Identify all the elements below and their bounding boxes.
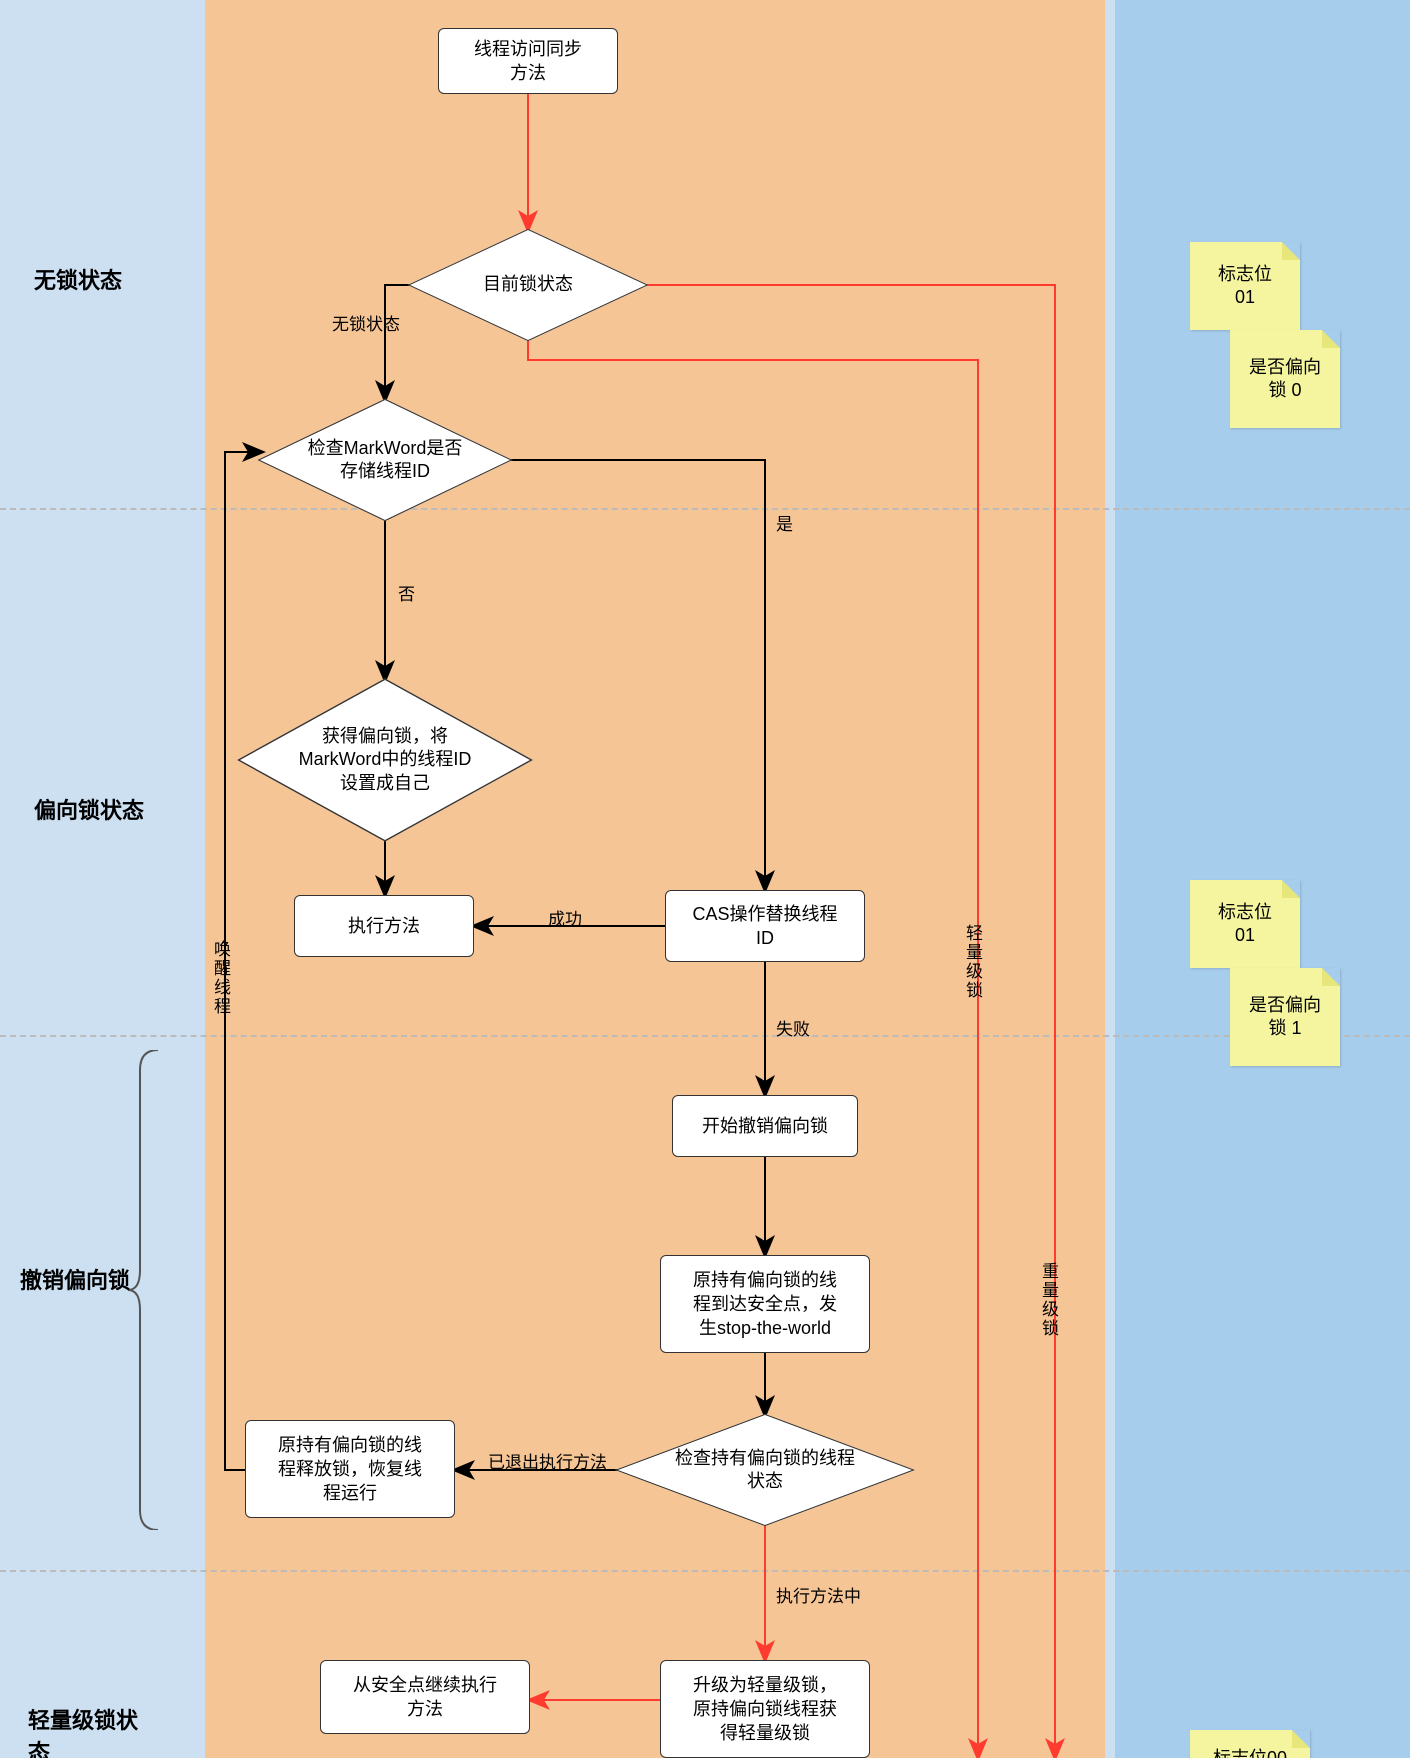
sticky-note: 是否偏向 锁 0 — [1230, 330, 1340, 428]
flow-node: 升级为轻量级锁， 原持偏向锁线程获 得轻量级锁 — [660, 1660, 870, 1758]
sticky-note: 标志位 01 — [1190, 880, 1300, 968]
edge-label: 重量级锁 — [1036, 1262, 1061, 1338]
edge-label: 轻量级锁 — [960, 924, 985, 1000]
flow-decision: 目前锁状态 — [410, 230, 646, 340]
flow-node: CAS操作替换线程 ID — [665, 890, 865, 962]
flow-node: 开始撤销偏向锁 — [672, 1095, 858, 1157]
flow-decision: 检查MarkWord是否 存储线程ID — [260, 400, 510, 520]
section-divider — [0, 1570, 1410, 1572]
section-label: 轻量级锁状 态 — [28, 1703, 138, 1758]
flow-node: 从安全点继续执行 方法 — [320, 1660, 530, 1734]
edge-label: 已退出执行方法 — [488, 1448, 607, 1473]
canvas: 无锁状态偏向锁状态撤销偏向锁轻量级锁状 态标志位 01是否偏向 锁 0标志位 0… — [0, 0, 1410, 1758]
sticky-note: 标志位00 — [1190, 1730, 1310, 1758]
section-divider — [0, 508, 1410, 510]
edge-label: 是 — [776, 510, 793, 535]
edge-label: 否 — [398, 580, 415, 605]
sticky-note: 标志位 01 — [1190, 242, 1300, 330]
flow-decision: 获得偏向锁，将 MarkWord中的线程ID 设置成自己 — [240, 680, 530, 840]
sticky-note: 是否偏向 锁 1 — [1230, 968, 1340, 1066]
section-divider — [0, 1035, 1410, 1037]
section-label: 撤销偏向锁 — [20, 1263, 130, 1295]
edge-label: 失败 — [776, 1015, 810, 1040]
edge-label: 无锁状态 — [332, 310, 400, 335]
flow-node: 线程访问同步 方法 — [438, 28, 618, 94]
flow-node: 原持有偏向锁的线 程到达安全点，发 生stop-the-world — [660, 1255, 870, 1353]
brace — [128, 1050, 168, 1530]
section-label: 无锁状态 — [34, 263, 122, 295]
flow-node: 执行方法 — [294, 895, 474, 957]
edge-label: 唤醒线程 — [208, 940, 233, 1016]
flow-node: 原持有偏向锁的线 程释放锁，恢复线 程运行 — [245, 1420, 455, 1518]
section-label: 偏向锁状态 — [34, 793, 144, 825]
edge-label: 执行方法中 — [776, 1582, 861, 1607]
edge-label: 成功 — [548, 905, 582, 930]
flow-decision: 检查持有偏向锁的线程 状态 — [618, 1415, 912, 1525]
